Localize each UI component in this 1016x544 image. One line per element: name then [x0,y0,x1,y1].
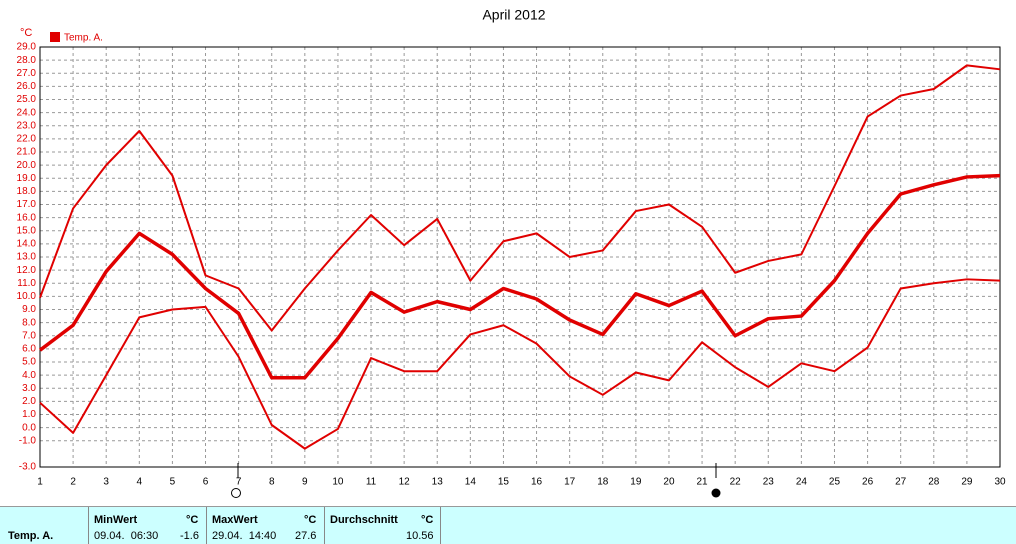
unit: °C [186,514,199,526]
x-tick-label: 15 [498,477,510,488]
unit: °C [304,514,317,526]
y-tick-label: 22.0 [17,134,37,145]
y-tick-label: 14.0 [17,239,37,250]
row-label: Temp. A. [8,530,54,542]
y-tick-label: 6.0 [22,344,36,355]
y-tick-label: 29.0 [17,42,37,53]
chart: April 2012 °C Temp. A. -3.0 -1.0 0.0 1.0 2.0… [17,7,1006,498]
y-tick-label: 23.0 [17,120,37,131]
y-tick-label: 20.0 [17,160,37,171]
x-tick-label: 12 [399,477,411,488]
y-tick-label: 8.0 [22,317,36,328]
x-tick-label: 25 [829,477,841,488]
x-tick-label: 22 [730,477,742,488]
y-tick-label: 21.0 [17,147,37,158]
x-tick-label: 4 [137,477,143,488]
y-tick-label: 0.0 [22,422,36,433]
x-tick-label: 8 [269,477,275,488]
y-tick-label: 11.0 [17,278,36,289]
summary-table: Temp. A. MinWert °C 09.04. 06:30 -1.6 Ma… [0,506,1016,544]
y-tick-label: 17.0 [17,199,37,210]
x-tick-label: 24 [796,477,808,488]
y-tick-label: 3.0 [22,383,36,394]
x-tick-label: 5 [170,477,176,488]
x-tick-label: 11 [366,477,377,488]
y-unit: °C [20,27,32,39]
x-tick-label: 27 [895,477,907,488]
avg-value: 10.56 [406,530,434,542]
x-tick-label: 28 [928,477,940,488]
separator [88,507,89,544]
y-tick-label: -3.0 [19,462,37,473]
y-tick-label: 4.0 [22,370,36,381]
y-tick-label: 27.0 [17,68,37,79]
x-tick-label: 30 [994,477,1006,488]
y-tick-label: 25.0 [17,94,37,105]
separator [324,507,325,544]
separator [206,507,207,544]
line-high [39,64,1001,332]
max-time: 29.04. 14:40 [212,530,277,542]
x-tick-label: 21 [697,477,709,488]
y-tick-label: 16.0 [17,212,37,223]
y-tick-label: 2.0 [22,396,36,407]
y-tick-label: 26.0 [17,81,37,92]
x-tick-label: 6 [203,477,209,488]
max-header: MaxWert [212,514,258,526]
y-tick-label: -1.0 [19,435,37,446]
y-tick-label: 12.0 [17,265,37,276]
y-tick-label: 5.0 [22,357,36,368]
line-values [38,173,1001,380]
y-tick-label: 1.0 [22,409,36,420]
y-tick-label: 10.0 [17,291,37,302]
unit: °C [421,514,434,526]
x-tick-label: 23 [763,477,775,488]
y-tick-label: 15.0 [17,225,37,236]
min-time: 09.04. 06:30 [94,530,159,542]
line-low [39,278,1001,450]
y-tick-label: 13.0 [17,252,37,263]
min-header: MinWert [94,514,138,526]
y-tick-label: 28.0 [17,55,37,66]
x-tick-label: 26 [862,477,874,488]
y-tick-label: 24.0 [17,107,37,118]
x-tick-label: 19 [630,477,642,488]
y-tick-label: 19.0 [17,173,37,184]
x-tick-label: 18 [597,477,609,488]
x-tick-label: 13 [432,477,444,488]
legend-label: Temp. A. [64,33,103,44]
x-tick-label: 7 [236,477,242,488]
x-tick-label: 20 [663,477,675,488]
x-tick-label: 9 [302,477,308,488]
separator [440,507,441,544]
plot-frame [39,46,1001,468]
moon-new [711,488,721,498]
min-value: -1.6 [180,530,199,542]
y-tick-label: 9.0 [22,304,36,315]
y-tick-label: 18.0 [17,186,37,197]
x-tick-label: 14 [465,477,477,488]
x-tick-label: 2 [70,477,76,488]
x-tick-label: 29 [961,477,973,488]
x-tick-label: 3 [103,477,109,488]
moon-full [231,488,241,498]
x-tick-label: 16 [531,477,543,488]
x-tick-label: 1 [37,477,43,488]
x-tick-label: 17 [564,477,576,488]
max-value: 27.6 [295,530,317,542]
y-tick-label: 7.0 [22,330,36,341]
x-tick-label: 10 [332,477,344,488]
chart-title: April 2012 [482,7,545,23]
legend-swatch [50,32,60,42]
avg-header: Durchschnitt [330,514,398,526]
